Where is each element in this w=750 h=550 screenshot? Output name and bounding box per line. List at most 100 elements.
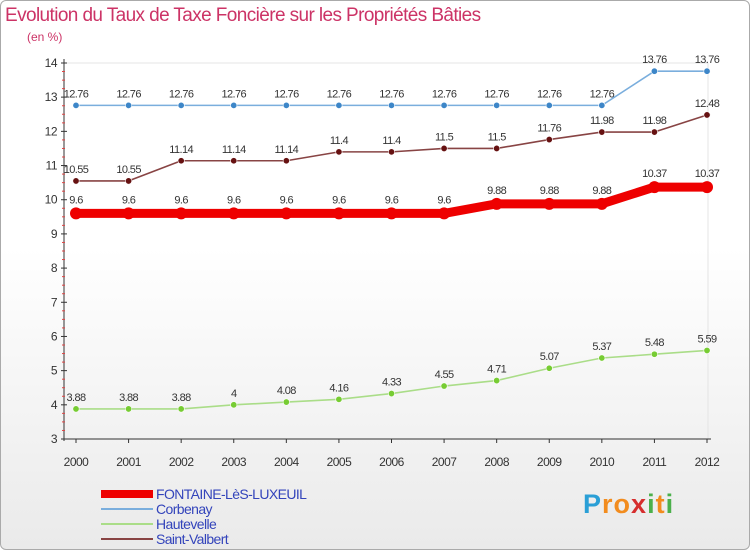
data-label-fontaine-l-s-luxeuil: 10.37 (695, 168, 720, 180)
data-point-hautevelle (282, 398, 290, 406)
data-label-corbenay: 12.76 (379, 88, 404, 100)
y-tick-label: 9 (51, 227, 58, 241)
logo-letter: P (583, 489, 603, 519)
data-point-fontaine-l-s-luxeuil (332, 207, 345, 220)
data-point-fontaine-l-s-luxeuil (122, 207, 135, 220)
legend-label-saint-valbert: Saint-Valbert (156, 531, 229, 547)
data-label-hautevelle: 4.33 (382, 377, 401, 389)
data-point-corbenay (650, 67, 658, 75)
data-point-fontaine-l-s-luxeuil (70, 207, 82, 220)
data-label-hautevelle: 4.16 (329, 382, 348, 394)
data-label-corbenay: 12.76 (590, 88, 615, 100)
data-point-fontaine-l-s-luxeuil (385, 207, 398, 220)
data-point-fontaine-l-s-luxeuil (438, 207, 451, 220)
x-tick-label: 2004 (274, 455, 300, 469)
data-label-saint-valbert: 11.98 (590, 115, 614, 127)
data-label-fontaine-l-s-luxeuil: 9.6 (122, 194, 136, 206)
data-point-corbenay (230, 101, 238, 109)
legend-item-fontaine-l-s-luxeuil: FONTAINE-LèS-LUXEUIL (101, 486, 401, 502)
data-point-corbenay (282, 101, 290, 109)
legend-label-corbenay: Corbenay (156, 501, 213, 517)
data-point-fontaine-l-s-luxeuil (490, 197, 503, 210)
data-label-fontaine-l-s-luxeuil: 9.6 (385, 194, 399, 206)
data-point-saint-valbert (282, 157, 290, 165)
data-label-hautevelle: 5.37 (592, 341, 611, 353)
data-label-hautevelle: 4.71 (487, 364, 506, 376)
data-point-hautevelle (545, 364, 553, 372)
data-point-hautevelle (125, 405, 133, 413)
data-point-saint-valbert (545, 136, 553, 144)
data-point-saint-valbert (230, 157, 238, 165)
data-label-corbenay: 12.76 (169, 88, 194, 100)
data-label-saint-valbert: 10.55 (64, 164, 89, 176)
x-tick-label: 2010 (589, 455, 615, 469)
logo-letter: i (665, 489, 675, 519)
data-label-hautevelle: 5.59 (697, 333, 716, 345)
legend-label-hautevelle: Hautevelle (156, 516, 217, 532)
x-tick-label: 2008 (484, 455, 510, 469)
data-label-corbenay: 12.76 (116, 88, 141, 100)
data-point-hautevelle (72, 405, 80, 413)
data-point-fontaine-l-s-luxeuil (595, 197, 608, 210)
data-label-saint-valbert: 11.14 (222, 144, 246, 156)
data-point-saint-valbert (125, 177, 133, 185)
chart-legend: FONTAINE-LèS-LUXEUIL Corbenay Hautevelle Sa… (101, 486, 401, 547)
legend-item-hautevelle: Hautevelle (101, 516, 401, 532)
y-tick-label: 3 (51, 432, 58, 446)
data-label-saint-valbert: 11.4 (382, 135, 401, 147)
x-tick-label: 2000 (64, 455, 90, 469)
x-tick-label: 2009 (537, 455, 563, 469)
data-point-hautevelle (230, 401, 238, 409)
x-tick-label: 2003 (221, 455, 247, 469)
data-point-corbenay (335, 101, 343, 109)
data-point-fontaine-l-s-luxeuil (280, 207, 293, 220)
x-tick-label: 2001 (116, 455, 142, 469)
data-label-hautevelle: 5.07 (540, 351, 559, 363)
legend-swatch-fontaine-l-s-luxeuil (101, 490, 153, 498)
legend-item-saint-valbert: Saint-Valbert (101, 531, 401, 547)
y-axis-unit-label: (en %) (27, 30, 63, 44)
y-tick-label: 14 (45, 56, 58, 70)
x-tick-label: 2011 (643, 455, 668, 469)
data-point-saint-valbert (598, 128, 606, 136)
data-point-fontaine-l-s-luxeuil (648, 181, 661, 194)
legend-swatch-corbenay (101, 508, 153, 510)
data-label-corbenay: 13.76 (642, 54, 667, 66)
data-label-corbenay: 12.76 (484, 88, 509, 100)
data-point-corbenay (387, 101, 395, 109)
data-point-corbenay (440, 101, 448, 109)
x-tick-label: 2007 (432, 455, 458, 469)
data-label-saint-valbert: 12.48 (695, 98, 720, 110)
data-label-fontaine-l-s-luxeuil: 10.37 (642, 168, 667, 180)
data-point-hautevelle (493, 377, 501, 385)
legend-label-fontaine-l-s-luxeuil: FONTAINE-LèS-LUXEUIL (156, 486, 307, 502)
data-point-corbenay (703, 67, 711, 75)
data-point-fontaine-l-s-luxeuil (701, 181, 713, 194)
data-label-fontaine-l-s-luxeuil: 9.6 (332, 194, 346, 206)
y-tick-label: 11 (46, 159, 58, 173)
data-label-fontaine-l-s-luxeuil: 9.88 (487, 185, 506, 197)
data-point-corbenay (598, 101, 606, 109)
legend-item-corbenay: Corbenay (101, 501, 401, 517)
data-label-fontaine-l-s-luxeuil: 9.88 (592, 185, 611, 197)
data-label-hautevelle: 3.88 (172, 392, 191, 404)
data-point-corbenay (125, 101, 133, 109)
data-point-corbenay (177, 101, 185, 109)
data-point-fontaine-l-s-luxeuil (543, 197, 556, 210)
x-tick-label: 2002 (169, 455, 195, 469)
y-tick-label: 13 (45, 90, 58, 104)
logo-letter: x (631, 489, 648, 519)
data-label-saint-valbert: 11.76 (537, 123, 561, 135)
data-label-corbenay: 12.76 (274, 88, 299, 100)
data-point-corbenay (72, 101, 80, 109)
data-label-hautevelle: 4 (231, 388, 237, 400)
data-label-saint-valbert: 10.55 (116, 164, 141, 176)
data-label-hautevelle: 4.08 (277, 385, 296, 397)
y-tick-label: 6 (51, 329, 58, 343)
logo-letter: i (647, 489, 656, 519)
data-point-fontaine-l-s-luxeuil (227, 207, 240, 220)
y-tick-label: 10 (45, 193, 58, 207)
data-label-corbenay: 12.76 (432, 88, 457, 100)
data-label-fontaine-l-s-luxeuil: 9.88 (540, 185, 559, 197)
